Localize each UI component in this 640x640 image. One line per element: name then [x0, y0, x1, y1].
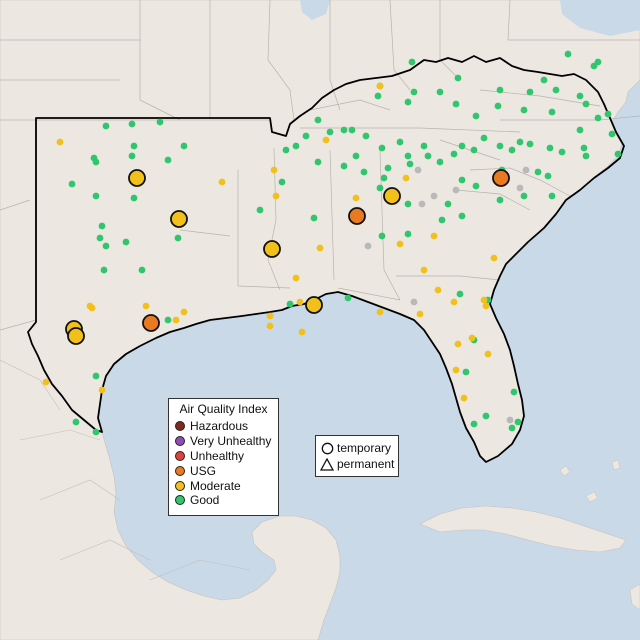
- island: [585, 491, 599, 503]
- temporary-usg-markers: [142, 169, 510, 332]
- lake: [300, 0, 330, 20]
- no-data-markers: [364, 166, 530, 424]
- lake: [560, 0, 640, 36]
- circle-icon: [320, 441, 334, 455]
- mexico-borders: [0, 359, 251, 581]
- legend-item-very-unhealthy: Very Unhealthy: [169, 434, 278, 449]
- aqi-legend: Air Quality Index Hazardous Very Unhealt…: [168, 398, 279, 516]
- hazardous-swatch-icon: [175, 421, 185, 432]
- legend-item-usg: USG: [169, 463, 278, 478]
- cuba-land: [419, 505, 627, 553]
- region-outline: [27, 55, 625, 463]
- usg-swatch-icon: [175, 465, 185, 476]
- legend-item-unhealthy: Unhealthy: [169, 449, 278, 464]
- temporary-moderate-markers: [65, 169, 401, 345]
- moderate-markers: [42, 82, 498, 402]
- good-markers: [68, 50, 622, 436]
- aqi-legend-title: Air Quality Index: [179, 402, 268, 416]
- legend-label: Unhealthy: [190, 448, 245, 463]
- legend-label: permanent: [337, 457, 395, 471]
- island: [559, 465, 571, 477]
- unhealthy-swatch-icon: [175, 450, 185, 461]
- legend-item-hazardous: Hazardous: [169, 419, 278, 434]
- legend-item-good: Good: [169, 493, 278, 508]
- legend-item-permanent: permanent: [316, 456, 398, 472]
- island: [629, 583, 640, 611]
- legend-label: Moderate: [190, 478, 241, 493]
- legend-label: Hazardous: [190, 419, 249, 434]
- legend-label: USG: [190, 463, 217, 478]
- legend-label: Good: [190, 493, 220, 508]
- site-type-legend: temporary permanent: [315, 435, 399, 477]
- legend-label: temporary: [337, 441, 392, 455]
- triangle-icon: [320, 457, 334, 471]
- legend-item-moderate: Moderate: [169, 478, 278, 493]
- moderate-swatch-icon: [175, 480, 185, 491]
- legend-item-temporary: temporary: [316, 440, 398, 456]
- island: [611, 459, 621, 471]
- good-swatch-icon: [175, 495, 185, 506]
- very-unhealthy-swatch-icon: [175, 436, 185, 447]
- state-borders: [0, 0, 640, 331]
- legend-label: Very Unhealthy: [190, 434, 272, 449]
